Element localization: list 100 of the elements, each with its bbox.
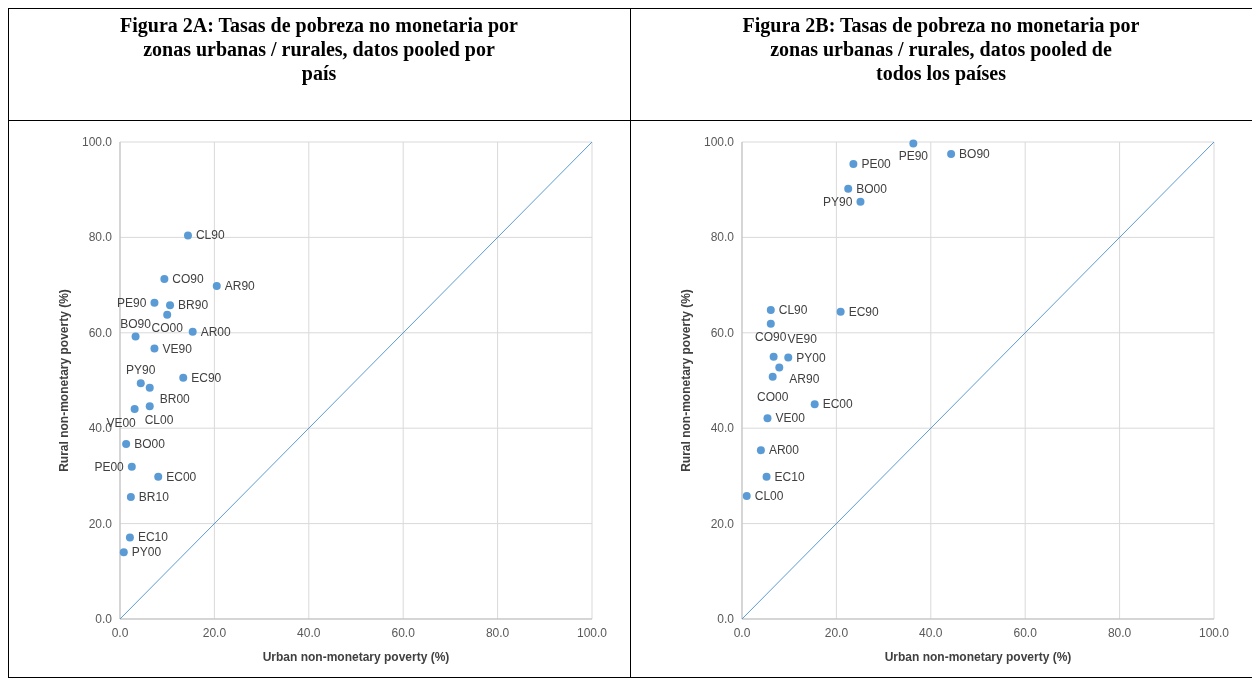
annotation: CO90 [755,329,787,344]
point [122,439,131,448]
y-tick-label: 100.0 [703,135,735,149]
y-tick-label: 60.0 [88,325,113,340]
annotation: EC00 [822,397,854,412]
point [947,149,956,158]
x-tick-label: 40.0 [297,626,321,640]
point [762,472,771,481]
point [810,400,819,409]
annotation: BR00 [159,391,191,406]
x-tick-label: 20.0 [824,626,849,640]
point [150,298,159,307]
annotation: VE90 [162,341,193,356]
y-tick-label: 0.0 [95,612,113,626]
annotation: CO00 [151,320,184,335]
x-tick-label: 40.0 [919,626,943,640]
x-tick-label: 20.0 [202,626,227,640]
y-tick-label: 0.0 [717,612,735,626]
y-tick-label: 80.0 [710,230,735,245]
point [183,231,192,240]
x-tick-label: 80.0 [1107,626,1132,640]
point [763,414,772,423]
point [163,310,172,319]
point [131,332,140,341]
y-tick-label: 40.0 [710,421,735,436]
x-tick-label: 60.0 [1013,626,1038,640]
point [126,492,135,501]
annotation: CL00 [754,488,784,503]
annotation: PE00 [861,156,892,171]
point [844,184,853,193]
annotation: AR00 [768,443,800,458]
annotation: BO00 [856,181,888,196]
x-tick-label: 100.0 [576,626,608,640]
annotation: AR90 [789,371,820,386]
x-tick-label: 0.0 [111,626,129,640]
annotation: BO90 [120,316,152,331]
annotation: PY90 [823,194,853,209]
annotation: PY00 [796,350,826,365]
annotation: EC10 [774,469,805,484]
annotation: BR10 [138,489,170,504]
point [212,282,221,291]
annotation: CO90 [172,271,205,286]
point [836,307,845,316]
point [166,301,175,310]
annotation: AR00 [200,324,232,339]
annotation: CO00 [757,389,789,404]
point [127,462,136,471]
annotation: PY00 [131,545,162,560]
chart-title: Figura 2A: Tasas de pobreza no monetaria por zonas urbanas / rurales, datos pooled por país [120,14,519,85]
y-tick-label: 100.0 [81,135,113,149]
point [784,353,793,362]
point [119,548,128,557]
point [849,159,858,168]
y-tick-label: 20.0 [88,516,113,531]
annotation: VE00 [775,411,806,426]
point [766,319,775,328]
point [769,352,778,361]
y-tick-label: 20.0 [710,516,735,531]
y-tick-label: 60.0 [710,325,735,340]
annotation: CL00 [144,413,174,428]
x-tick-label: 0.0 [733,626,751,640]
point [179,373,188,382]
point [742,491,751,500]
point [160,274,169,283]
point [136,379,145,388]
x-axis-title: Urban non-monetary poverty (%) [884,650,1072,664]
point [856,197,865,206]
annotation: PE90 [898,149,929,164]
point [145,402,154,411]
x-tick-label: 60.0 [391,626,416,640]
point [756,446,765,455]
x-tick-label: 80.0 [485,626,510,640]
annotation: PE00 [94,459,125,474]
point [768,372,777,381]
point [188,327,197,336]
annotation: EC90 [848,304,879,319]
point [125,533,134,542]
annotation: CL90 [195,228,225,243]
point [909,139,918,148]
annotation: EC90 [191,370,222,385]
y-axis-title: Rural non-monetary poverty (%) [679,289,693,472]
annotation: EC00 [166,469,197,484]
x-axis-title: Urban non-monetary poverty (%) [262,650,450,664]
chart-title: Figura 2B: Tasas de pobreza no monetaria por zonas urbanas / rurales, datos pooled de todos los países [742,14,1140,85]
annotation: AR90 [224,279,256,294]
annotation: VE90 [787,331,818,346]
y-axis-title: Rural non-monetary poverty (%) [57,289,71,472]
point [766,305,775,314]
annotation: PE90 [117,295,147,310]
point [154,472,163,481]
annotation: BO00 [134,436,166,451]
annotation: PY90 [126,363,156,378]
annotation: BR90 [178,298,209,313]
point [130,405,139,414]
x-tick-label: 100.0 [1198,626,1230,640]
annotation: CL90 [778,302,808,317]
annotation: EC10 [137,530,169,545]
annotation: BO90 [959,146,991,161]
y-tick-label: 80.0 [88,230,113,245]
point [150,344,159,353]
